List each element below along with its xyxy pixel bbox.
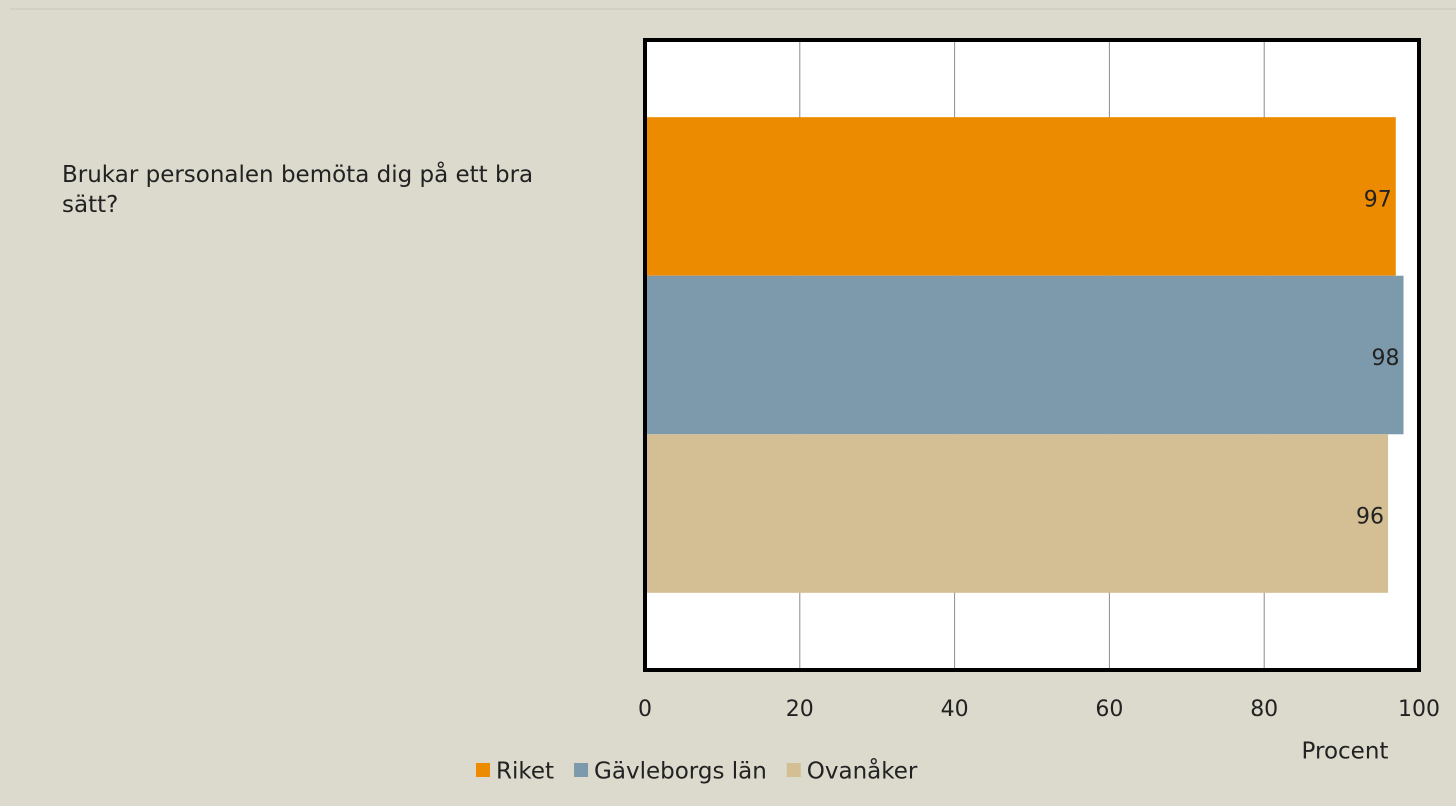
- plot-frame: [643, 38, 1421, 672]
- x-tick-label: 20: [786, 697, 814, 722]
- category-label: Brukar personalen bemöta dig på ett bra …: [62, 162, 534, 218]
- legend-swatch: [476, 763, 490, 777]
- x-tick-label: 100: [1398, 697, 1440, 722]
- value-label: 96: [1356, 505, 1384, 530]
- legend-swatch: [574, 763, 589, 777]
- x-tick-label: 80: [1250, 697, 1278, 722]
- legend-swatch: [786, 763, 801, 777]
- x-tick-label: 60: [1095, 697, 1123, 722]
- bar: [645, 275, 1404, 435]
- legend-label: Gävleborgs län: [594, 759, 767, 785]
- x-axis-label: Procent: [1302, 739, 1389, 765]
- value-label: 98: [1372, 346, 1400, 371]
- bar: [645, 434, 1389, 593]
- x-tick-label: 0: [638, 697, 652, 722]
- value-label: 97: [1364, 187, 1392, 212]
- x-tick-label: 40: [941, 697, 969, 722]
- legend-label: Ovanåker: [807, 757, 918, 785]
- bar: [645, 117, 1396, 276]
- legend-label: Riket: [496, 759, 554, 785]
